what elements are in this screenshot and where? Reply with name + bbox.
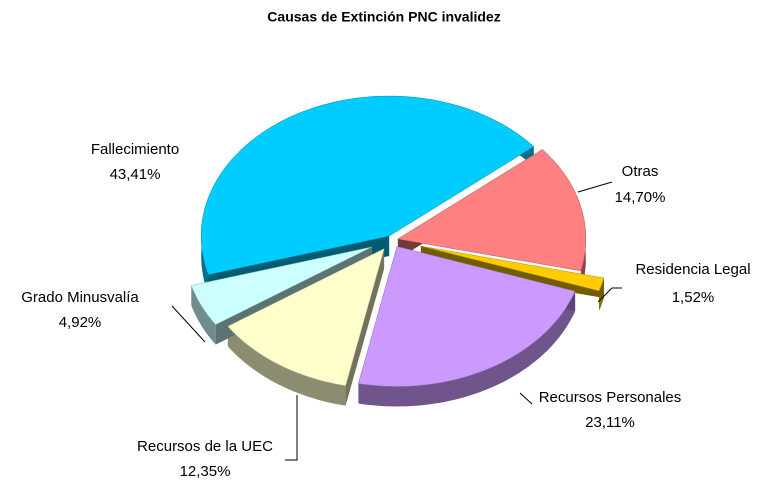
slice: [420, 245, 605, 292]
slice-label: Residencia Legal: [635, 261, 750, 278]
leader-line: [577, 181, 613, 193]
leader-line: [597, 287, 622, 303]
slice: [200, 95, 535, 275]
slice-value-label: 12,35%: [180, 463, 231, 480]
slice: [358, 246, 576, 387]
slice-label: Otras: [622, 163, 659, 180]
leader-line: [519, 392, 533, 405]
slice-value-label: 14,70%: [615, 189, 666, 206]
leader-line: [285, 395, 298, 461]
slice-side: [227, 326, 346, 406]
slice-side: [358, 291, 576, 407]
slice-label: Grado Minusvalía: [21, 289, 139, 306]
slice-label: Recursos Personales: [539, 389, 682, 406]
slice-side: [191, 285, 216, 345]
chart-title: Causas de Extinción PNC invalidez: [267, 9, 500, 25]
slice: [397, 149, 587, 272]
slice-wall: [420, 246, 604, 299]
slice-value-label: 43,41%: [110, 166, 161, 183]
leader-line: [171, 305, 206, 343]
slice-value-label: 4,92%: [59, 314, 102, 331]
slice-value-label: 1,52%: [672, 289, 715, 306]
slice-label: Recursos de la UEC: [137, 438, 273, 455]
slice: [227, 248, 385, 386]
slice-wall: [345, 248, 385, 406]
slice-label: Fallecimiento: [91, 141, 179, 158]
slice-value-label: 23,11%: [585, 414, 635, 431]
slice: [190, 246, 373, 325]
